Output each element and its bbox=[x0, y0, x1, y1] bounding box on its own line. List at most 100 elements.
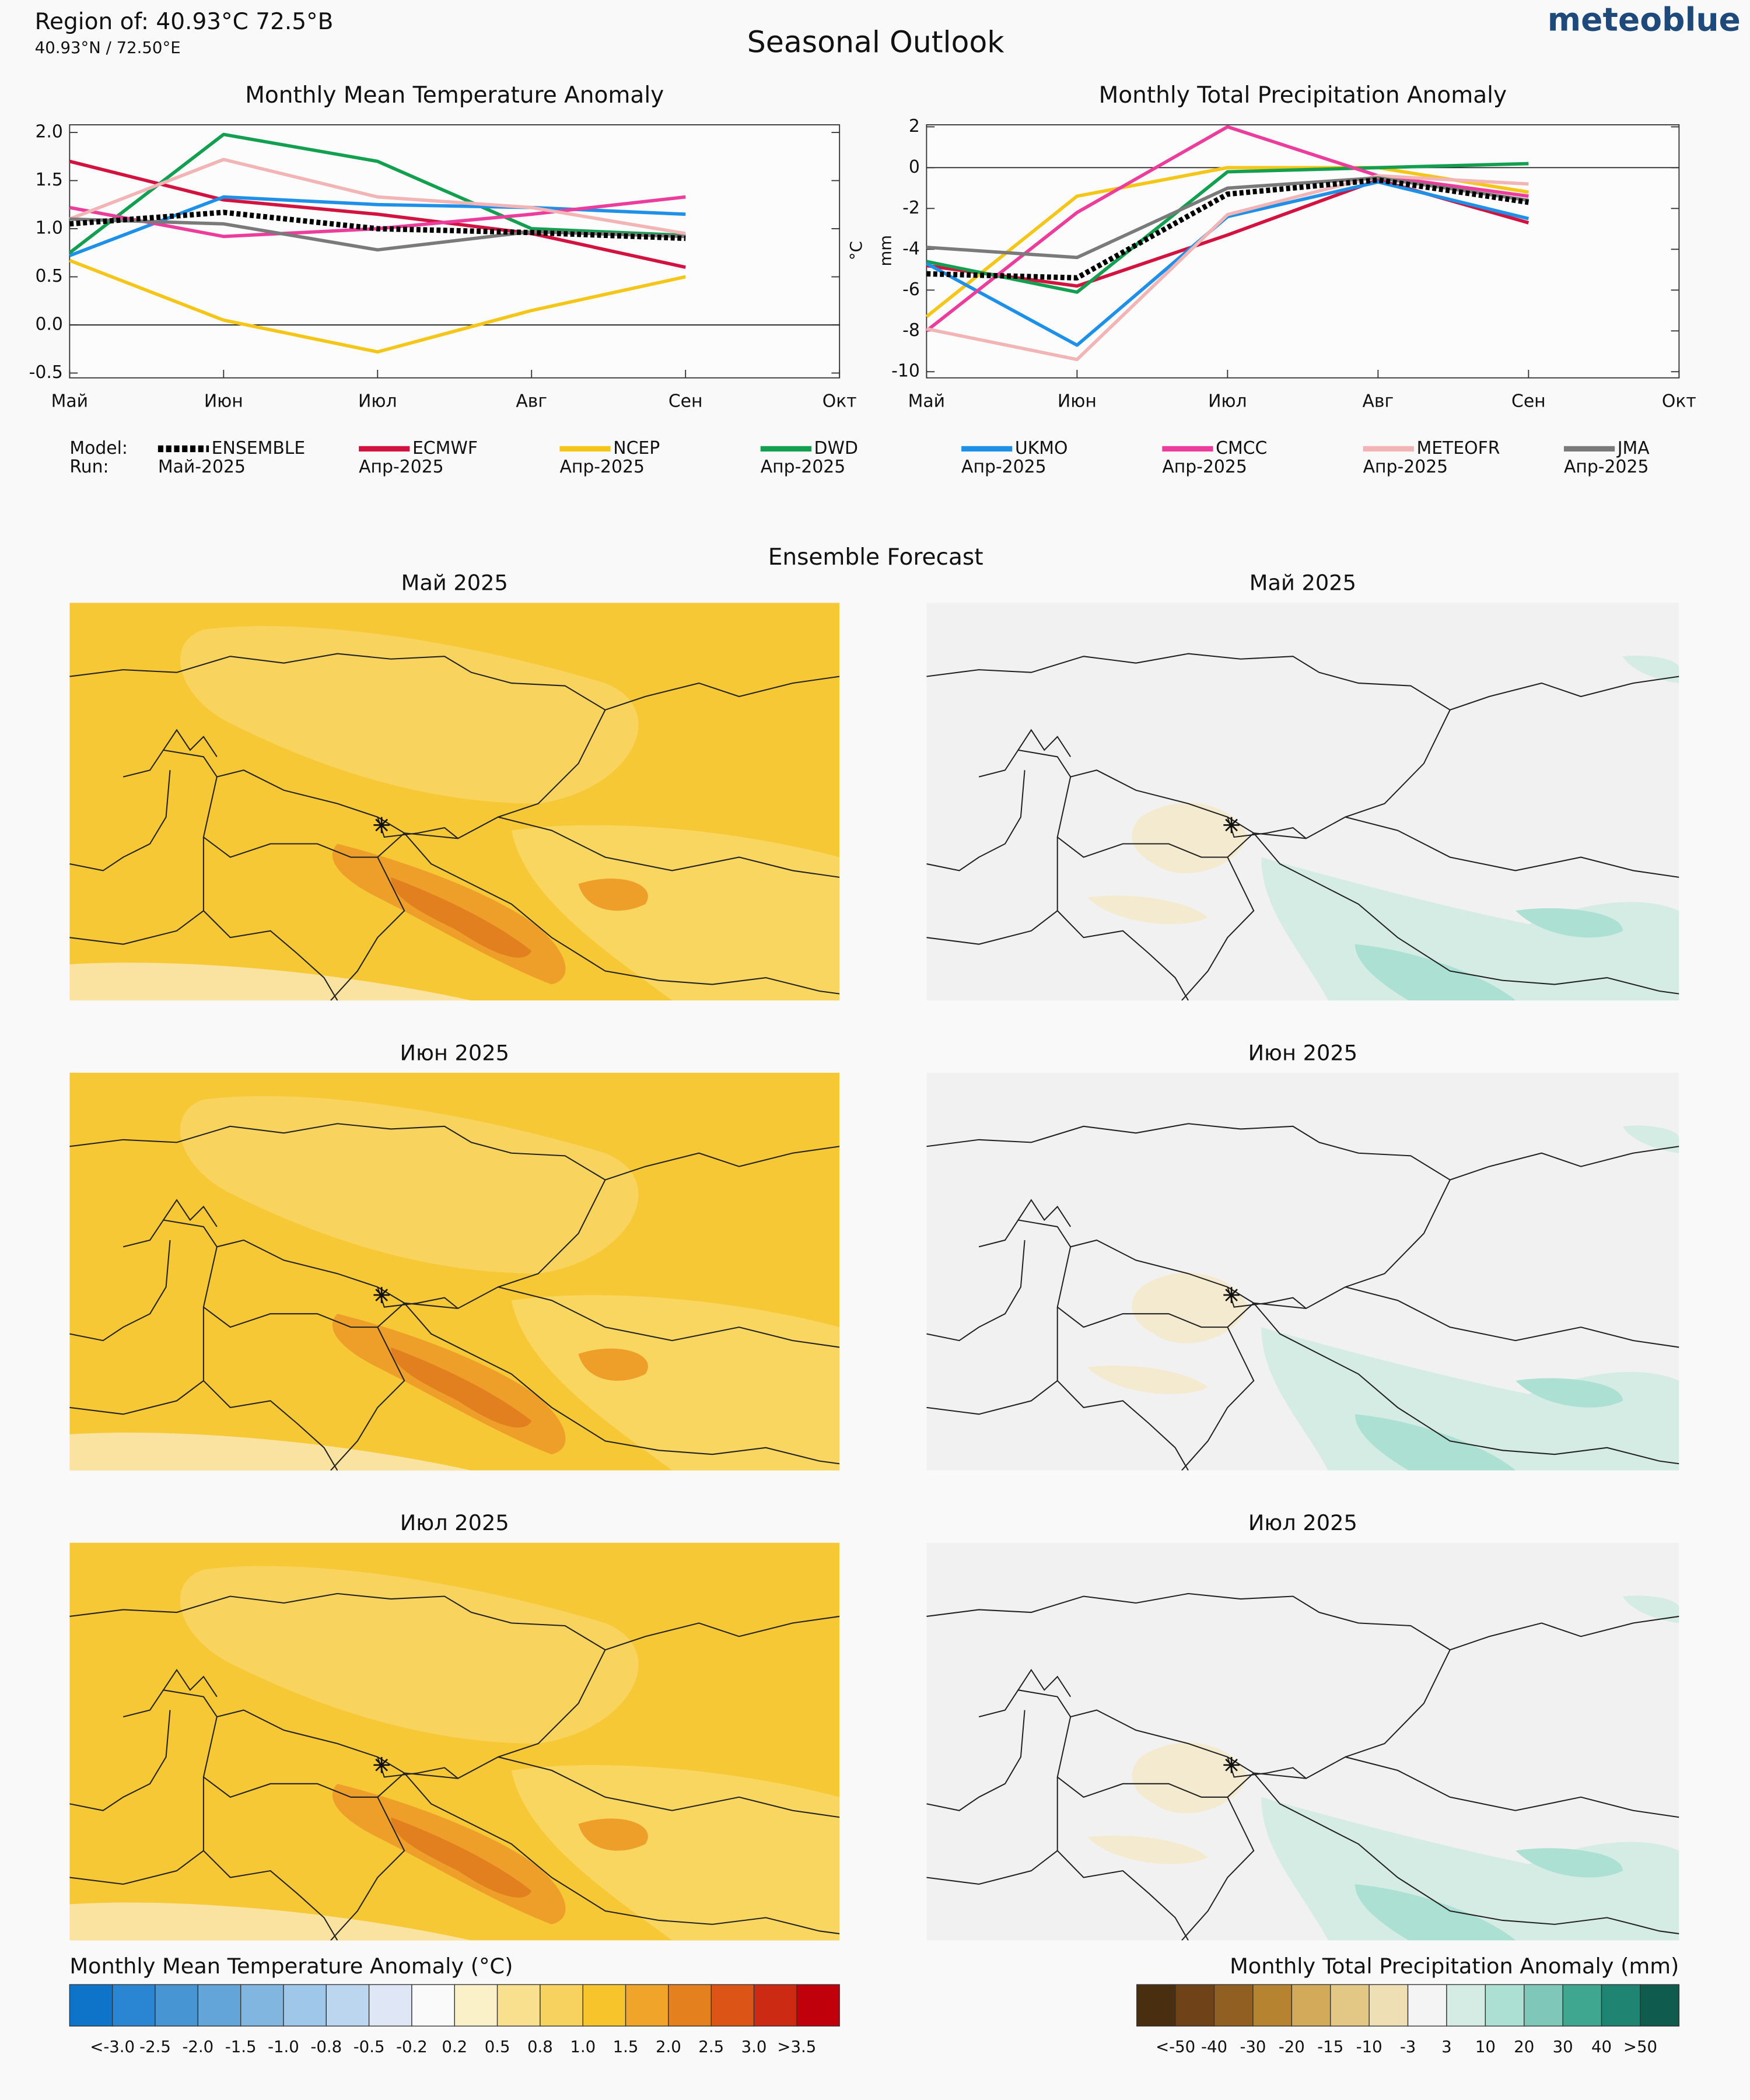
colorbar-label: 40 bbox=[1591, 2038, 1612, 2056]
x-tick-label: Авг bbox=[516, 391, 547, 412]
map bbox=[69, 1542, 840, 1941]
colorbar-box bbox=[197, 1984, 242, 2027]
colorbar-box bbox=[582, 1984, 626, 2027]
legend-run-label: Run: bbox=[69, 457, 108, 477]
colorbar-box bbox=[69, 1984, 113, 2027]
map bbox=[926, 1542, 1679, 1941]
colorbar-box bbox=[1252, 1984, 1293, 2027]
colorbar-title: Monthly Total Precipitation Anomaly (mm) bbox=[1230, 1954, 1679, 1979]
colorbar-label: 3.0 bbox=[741, 2038, 767, 2056]
x-tick-label: Май bbox=[908, 391, 945, 412]
series-line bbox=[69, 209, 686, 242]
colorbar-label: <-3.0 bbox=[90, 2038, 135, 2056]
series-line bbox=[69, 258, 686, 354]
colorbar-label: -1.0 bbox=[268, 2038, 299, 2056]
legend-run: Апр-2025 bbox=[559, 457, 645, 477]
map-location bbox=[373, 1756, 391, 1774]
colorbar-box bbox=[411, 1984, 455, 2027]
main-title: Seasonal Outlook bbox=[747, 25, 1005, 60]
colorbar-label: -0.5 bbox=[354, 2038, 385, 2056]
colorbar-label: 1.0 bbox=[570, 2038, 596, 2056]
x-tick-label: Июн bbox=[204, 391, 243, 412]
series-line bbox=[69, 158, 686, 236]
map-location bbox=[373, 816, 391, 834]
series-line bbox=[925, 125, 1529, 332]
legend-run: Апр-2025 bbox=[761, 457, 846, 477]
colorbar-box bbox=[753, 1984, 797, 2027]
coordinates: 40.93°N / 72.50°E bbox=[35, 38, 181, 57]
colorbar-label: 0.5 bbox=[485, 2038, 510, 2056]
colorbar-box bbox=[796, 1984, 840, 2027]
plot-frame bbox=[69, 124, 841, 379]
legend-run: Май-2025 bbox=[158, 457, 246, 477]
colorbar-box bbox=[668, 1984, 712, 2027]
colorbar-label: 20 bbox=[1514, 2038, 1534, 2056]
map-title: Май 2025 bbox=[401, 570, 508, 596]
colorbar-box bbox=[1291, 1984, 1331, 2027]
map-location bbox=[1222, 1756, 1241, 1774]
colorbar-box bbox=[1330, 1984, 1370, 2027]
y-tick-label: 0.5 bbox=[35, 266, 62, 286]
colorbar-box bbox=[1407, 1984, 1447, 2027]
brand-logo[interactable]: meteoblue bbox=[1548, 1, 1741, 38]
colorbar-box bbox=[1213, 1984, 1254, 2027]
colorbar-label: -2.5 bbox=[139, 2038, 171, 2056]
colorbar-box bbox=[1640, 1984, 1680, 2027]
map-title: Май 2025 bbox=[1250, 570, 1356, 596]
chart-title: Monthly Total Precipitation Anomaly bbox=[1099, 82, 1507, 108]
colorbar-box bbox=[625, 1984, 669, 2027]
colorbar-label: <-50 bbox=[1156, 2038, 1195, 2056]
y-tick-label: -8 bbox=[902, 320, 920, 341]
colorbar-label: -15 bbox=[1317, 2038, 1343, 2056]
y-tick-label: 2 bbox=[909, 116, 920, 136]
colorbar-box bbox=[1446, 1984, 1486, 2027]
x-tick-label: Июл bbox=[358, 391, 397, 412]
x-tick-label: Май bbox=[51, 391, 88, 412]
y-tick-label: 1.5 bbox=[35, 170, 62, 190]
x-tick-label: Июл bbox=[1208, 391, 1247, 412]
series-line bbox=[926, 162, 1529, 294]
colorbar-box bbox=[1524, 1984, 1563, 2027]
series-line bbox=[926, 174, 1529, 362]
maps-title: Ensemble Forecast bbox=[768, 544, 984, 570]
colorbar-label: -3 bbox=[1400, 2038, 1416, 2056]
colorbar-box bbox=[155, 1984, 199, 2027]
colorbar-box bbox=[111, 1984, 156, 2027]
y-tick-label: 0.0 bbox=[35, 314, 62, 335]
colorbar-box bbox=[1175, 1984, 1215, 2027]
y-axis-label: mm bbox=[877, 235, 895, 267]
colorbar-label: -20 bbox=[1279, 2038, 1305, 2056]
legend-label: METEOFR bbox=[1416, 438, 1500, 459]
colorbar-label: >3.5 bbox=[777, 2038, 816, 2056]
x-tick-label: Июн bbox=[1058, 391, 1097, 412]
x-tick-label: Сен bbox=[1511, 391, 1546, 412]
series-line bbox=[926, 177, 1530, 281]
colorbar-label: >50 bbox=[1623, 2038, 1657, 2056]
map-title: Июл 2025 bbox=[400, 1510, 509, 1535]
colorbar-box bbox=[1485, 1984, 1525, 2027]
x-tick-label: Авг bbox=[1363, 391, 1394, 412]
colorbar-box bbox=[540, 1984, 583, 2027]
colorbar-box bbox=[1136, 1984, 1176, 2027]
y-tick-label: -10 bbox=[891, 361, 920, 382]
y-tick-label: -2 bbox=[902, 198, 920, 218]
series-line bbox=[69, 159, 686, 269]
colorbar-box bbox=[240, 1984, 284, 2027]
plot-frame bbox=[926, 124, 1680, 379]
colorbar-label: 0.8 bbox=[527, 2038, 553, 2056]
map-title: Июл 2025 bbox=[1248, 1510, 1357, 1535]
colorbar-label: -1.5 bbox=[225, 2038, 257, 2056]
legend-run: Апр-2025 bbox=[359, 457, 444, 477]
map-location bbox=[1222, 1286, 1241, 1304]
colorbar-label: 2.5 bbox=[698, 2038, 724, 2056]
map-title: Июн 2025 bbox=[1248, 1040, 1358, 1065]
legend-label: ENSEMBLE bbox=[212, 438, 306, 459]
colorbar-title: Monthly Mean Temperature Anomaly (°C) bbox=[69, 1954, 513, 1979]
map bbox=[926, 1073, 1679, 1471]
legend-label: CMCC bbox=[1216, 438, 1267, 459]
legend-run: Апр-2025 bbox=[1564, 457, 1649, 477]
colorbar-label: -30 bbox=[1240, 2038, 1266, 2056]
colorbar-label: 0.2 bbox=[442, 2038, 467, 2056]
colorbar-label: -0.8 bbox=[310, 2038, 342, 2056]
